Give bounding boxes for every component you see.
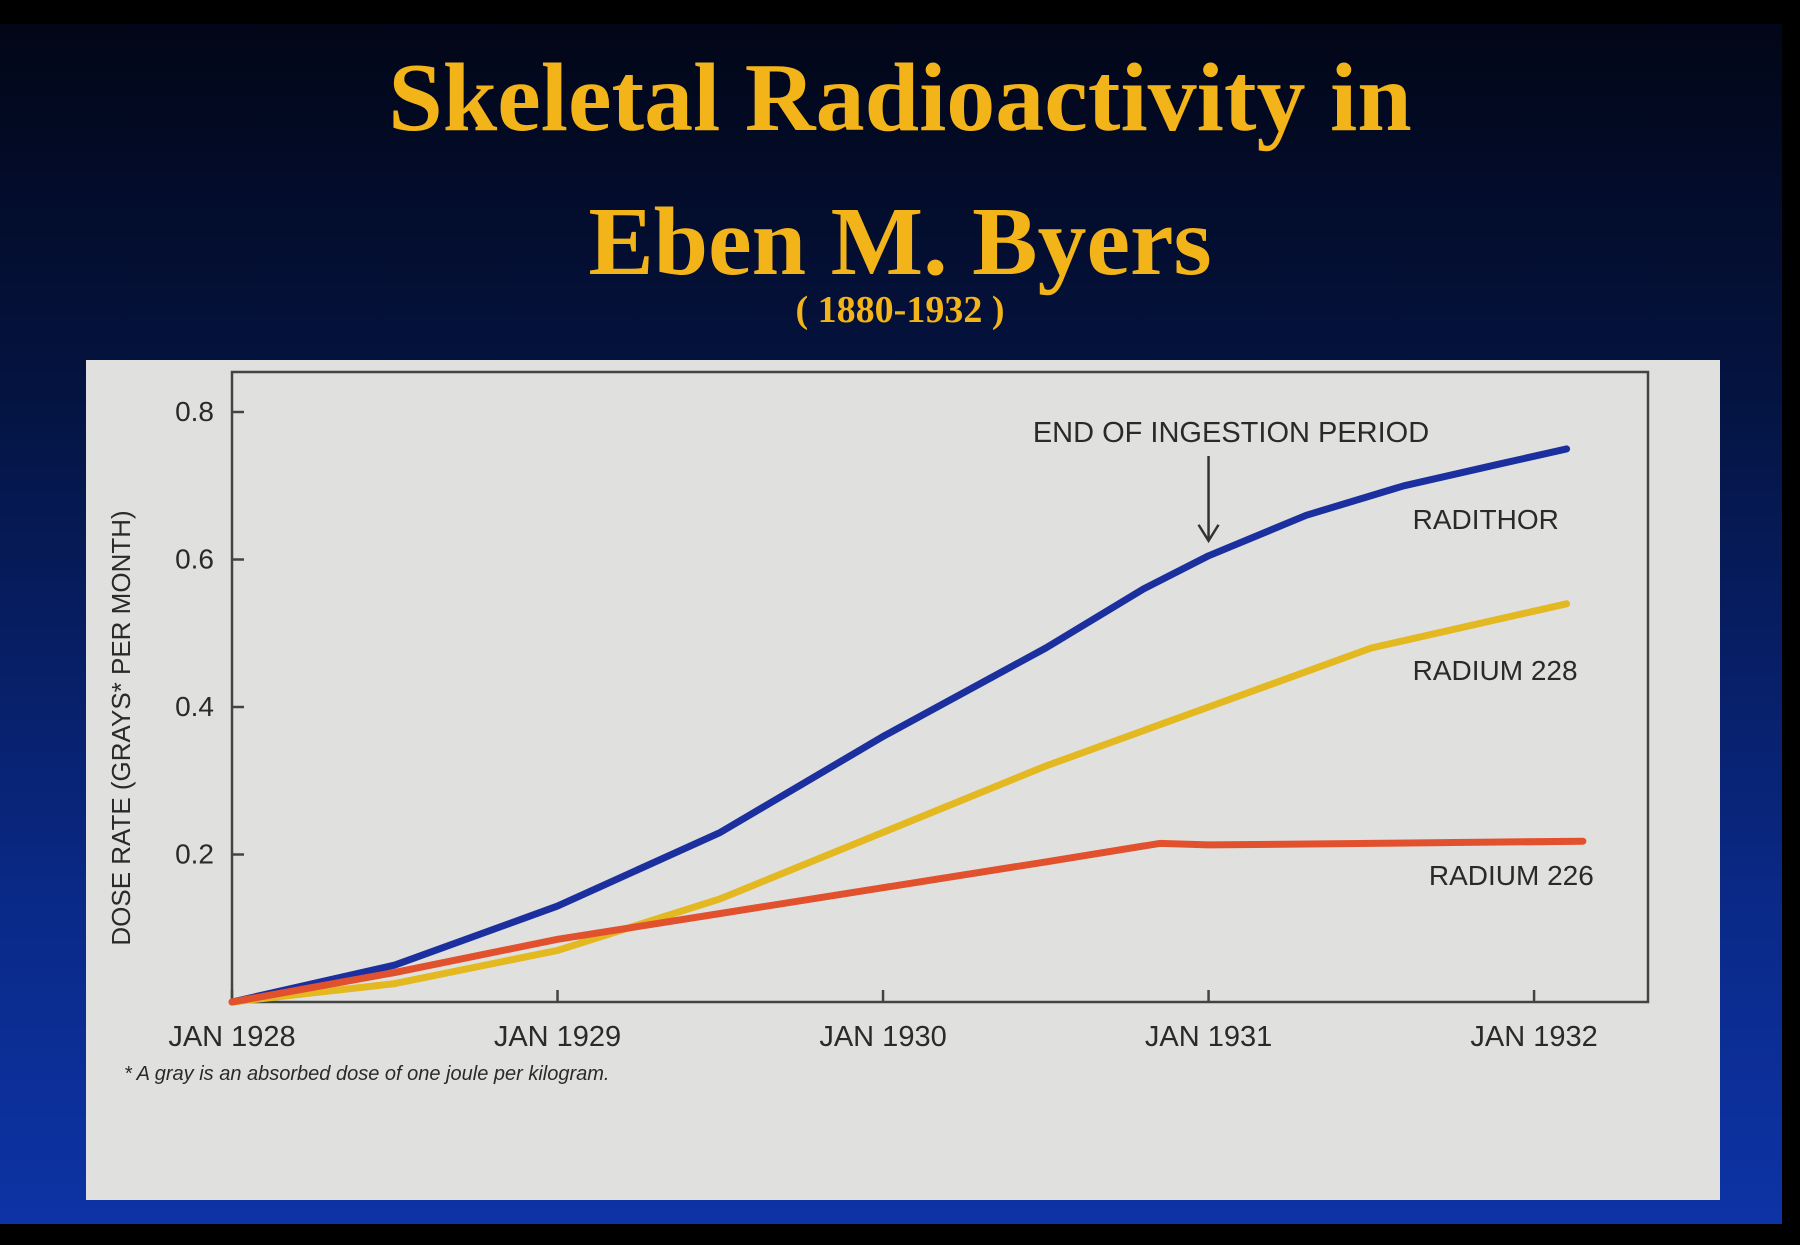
dose-rate-chart: 0.2 0.4 0.6 0.8 JAN 1928 JAN 1929 JAN 1930 JAN…	[106, 370, 1650, 1085]
annotation-arrow	[1197, 456, 1220, 544]
x-tick-label: JAN 1929	[494, 1021, 621, 1053]
annotation-end-of-ingestion: END OF INGESTION PERIOD	[1033, 417, 1429, 449]
subtitle-years: ( 1880-1932 )	[795, 289, 1005, 331]
title-line-1: Skeletal Radioactivity in	[388, 44, 1412, 152]
x-tick-label: JAN 1932	[1470, 1021, 1597, 1053]
series-label: RADITHOR	[1413, 504, 1559, 535]
chart-panel: 0.2 0.4 0.6 0.8 JAN 1928 JAN 1929 JAN 1930 JAN…	[86, 360, 1720, 1200]
x-tick-label: JAN 1931	[1145, 1021, 1272, 1053]
footnote: * A gray is an absorbed dose of one joul…	[124, 1063, 609, 1085]
series-label: RADIUM 228	[1413, 655, 1578, 686]
x-tick-label: JAN 1930	[819, 1021, 946, 1053]
series-label: RADIUM 226	[1429, 860, 1594, 891]
series-line-radium-226	[228, 837, 1587, 1006]
series-line-radium-228	[228, 600, 1571, 1006]
plot-frame	[230, 370, 1650, 1004]
y-axis-label: DOSE RATE (GRAYS* PER MONTH)	[106, 510, 136, 945]
title-line-2: Eben M. Byers	[588, 188, 1212, 296]
y-tick-label: 0.4	[175, 691, 214, 722]
y-tick-label: 0.8	[175, 396, 214, 427]
y-tick-label: 0.2	[175, 839, 214, 870]
y-tick-label: 0.6	[175, 544, 214, 575]
series-line-radithor	[228, 445, 1571, 1006]
x-tick-label: JAN 1928	[168, 1021, 295, 1053]
